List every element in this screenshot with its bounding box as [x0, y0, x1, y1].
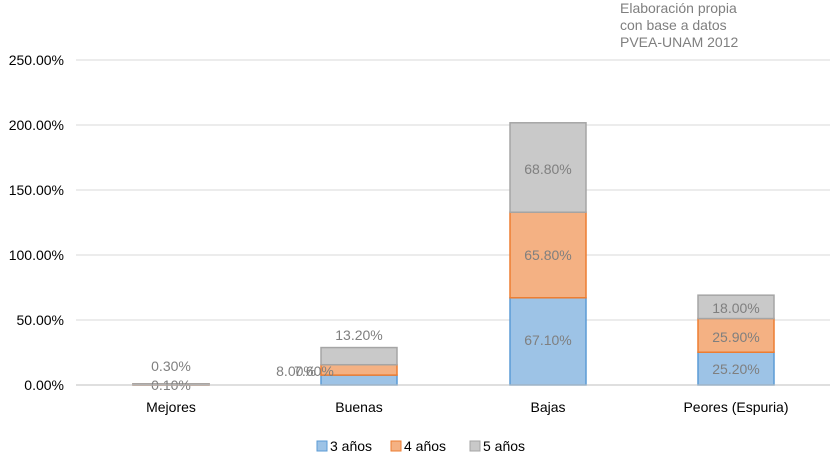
data-label: 0.30%: [151, 358, 191, 374]
y-axis-ticks: 0.00% 50.00% 100.00% 150.00% 200.00% 250.00%: [9, 52, 64, 393]
data-label: 13.20%: [335, 327, 382, 343]
y-tick-label: 0.00%: [24, 377, 64, 393]
bars: [132, 122, 775, 386]
data-label: 25.90%: [712, 329, 759, 345]
legend-swatch: [469, 440, 481, 452]
source-note-line-2: con base a datos: [620, 17, 727, 33]
x-category-label: Mejores: [146, 399, 196, 415]
legend-label: 3 años: [330, 438, 372, 453]
data-label: 8.00%: [276, 363, 316, 379]
legend-swatch: [390, 440, 402, 452]
bar-segment: [509, 122, 587, 213]
y-tick-label: 250.00%: [9, 52, 64, 68]
bar-segment: [320, 346, 398, 366]
source-note-line-1: Elaboración propia: [620, 0, 737, 16]
legend-label: 4 años: [404, 438, 446, 453]
source-note: Elaboración propia con base a datos PVEA…: [620, 0, 820, 51]
gridlines: [76, 59, 830, 321]
legend-swatch: [316, 440, 328, 452]
bar-segment: [697, 294, 775, 320]
data-labels: 0.10%0.30% 7.60%8.00%13.20% 67.10%65.80%68…: [151, 161, 760, 393]
data-label: 7.60%: [294, 363, 334, 379]
x-category-label: Buenas: [335, 399, 382, 415]
y-tick-label: 200.00%: [9, 117, 64, 133]
data-label: 18.00%: [712, 300, 759, 316]
y-tick-label: 50.00%: [17, 312, 64, 328]
y-tick-label: 100.00%: [9, 247, 64, 263]
x-category-label: Peores (Espuria): [683, 399, 788, 415]
x-category-label: Bajas: [530, 399, 565, 415]
data-label: 68.80%: [524, 161, 571, 177]
legend: 3 años 4 años 5 años: [316, 438, 525, 453]
data-label: 25.20%: [712, 361, 759, 377]
data-label: 67.10%: [524, 332, 571, 348]
y-tick-label: 150.00%: [9, 182, 64, 198]
data-label: 65.80%: [524, 247, 571, 263]
source-note-line-3: PVEA-UNAM 2012: [620, 34, 739, 50]
x-axis-categories: Mejores Buenas Bajas Peores (Espuria): [146, 399, 788, 415]
bar-segment: [697, 317, 775, 353]
legend-label: 5 años: [483, 438, 525, 453]
